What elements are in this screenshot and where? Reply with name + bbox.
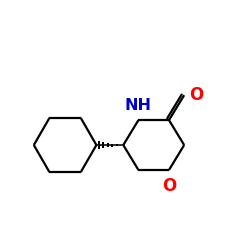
Text: O: O	[162, 177, 176, 195]
Text: O: O	[190, 86, 204, 104]
Text: NH: NH	[125, 98, 152, 113]
